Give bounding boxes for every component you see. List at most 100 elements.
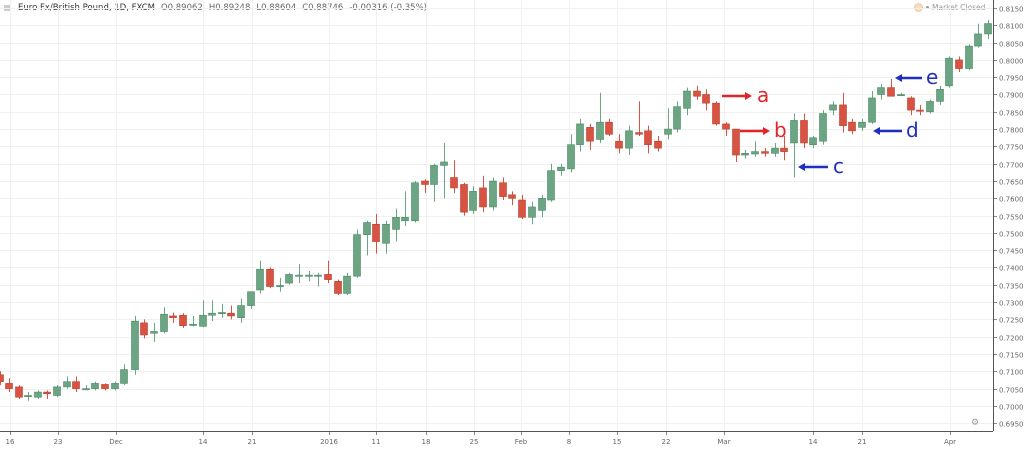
candle: [605, 118, 613, 137]
time-tick-label: 14: [199, 438, 208, 446]
candle: [295, 264, 303, 284]
candle: [53, 385, 61, 398]
candle: [131, 315, 139, 375]
grid-lines: [0, 0, 993, 431]
time-tick-label: 23: [54, 438, 63, 446]
candle: [868, 91, 876, 124]
annotation-label: d: [906, 118, 919, 142]
candle: [411, 181, 419, 223]
candle: [324, 260, 332, 284]
candle: [82, 385, 90, 391]
candle: [256, 260, 264, 294]
candle: [479, 175, 487, 213]
time-tick-label: 14: [809, 438, 818, 446]
candle: [654, 136, 662, 152]
candle: [63, 376, 71, 389]
candle: [0, 371, 4, 386]
candle: [15, 385, 23, 399]
chart-settings-icon[interactable]: ⚙: [971, 418, 980, 428]
candle: [771, 142, 779, 157]
candle: [683, 87, 691, 116]
candle: [751, 141, 759, 157]
annotation-e: e: [895, 65, 938, 89]
candle: [508, 191, 516, 206]
arrow-icon: [798, 163, 805, 171]
candle: [547, 163, 555, 202]
arrow-icon: [895, 74, 902, 82]
candle: [314, 272, 322, 287]
time-tick-label: 11: [372, 438, 381, 446]
candle: [353, 229, 361, 278]
time-axis[interactable]: 16 23 Dec 14 21 2016 11 18 25 Feb 8 15 22 Mar 14 21 Apr: [0, 431, 993, 446]
candle: [179, 313, 187, 329]
time-tick-label: 18: [422, 438, 431, 446]
candle: [829, 101, 837, 116]
candle: [761, 148, 769, 157]
time-tick-label: 16: [6, 438, 15, 446]
candle: [518, 194, 526, 220]
candle: [218, 303, 226, 318]
candle: [732, 128, 740, 162]
market-status: Market Closed: [914, 3, 985, 12]
candle: [305, 270, 313, 282]
candle: [897, 92, 905, 97]
candle: [712, 101, 720, 126]
candle: [169, 312, 177, 323]
candle: [460, 182, 468, 216]
arrow-icon: [873, 127, 880, 135]
candle: [189, 315, 197, 327]
candle: [266, 267, 274, 289]
candle: [722, 122, 730, 137]
candle: [140, 319, 148, 339]
clock-icon: [914, 3, 923, 12]
candle: [334, 279, 342, 296]
candle: [392, 208, 400, 242]
annotation-label: e: [926, 65, 938, 89]
candle: [401, 191, 409, 226]
candle: [907, 96, 915, 116]
candle: [926, 99, 934, 114]
candle: [635, 101, 643, 137]
candle: [936, 85, 944, 105]
candle: [974, 23, 982, 48]
candle: [955, 56, 963, 73]
candle: [625, 125, 633, 156]
candle: [363, 220, 371, 256]
candle: [858, 118, 866, 131]
annotation-a: a: [722, 83, 769, 107]
time-tick-label: 15: [613, 438, 622, 446]
candle: [916, 104, 924, 116]
candle: [34, 390, 42, 399]
candle: [848, 118, 856, 135]
candle: [780, 136, 788, 161]
candles: [0, 20, 992, 401]
candle: [644, 125, 652, 154]
candle: [150, 322, 158, 342]
candle: [450, 160, 458, 194]
candle: [24, 392, 32, 401]
annotations: ab c d e: [722, 65, 938, 178]
candle: [101, 383, 109, 391]
candle: [43, 390, 51, 399]
candle: [945, 56, 953, 88]
annotation-label: a: [757, 83, 769, 107]
candle: [877, 84, 885, 100]
candle: [469, 186, 477, 214]
time-tick-label: Feb: [515, 438, 528, 446]
